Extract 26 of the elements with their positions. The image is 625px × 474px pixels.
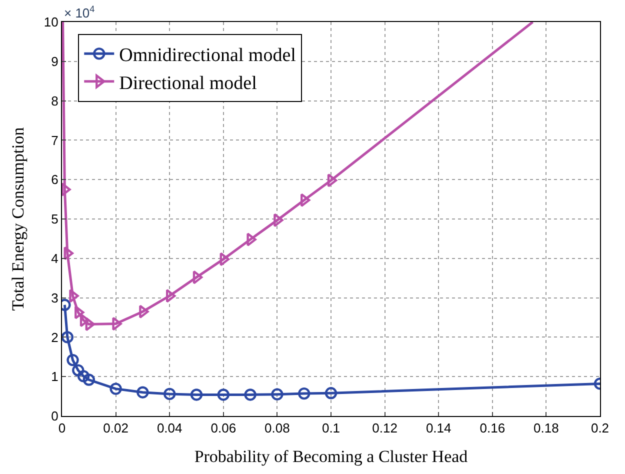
y-tick-label: 7 [51,132,58,148]
y-tick-label: 4 [51,250,58,266]
x-tick-label: 0.1 [322,420,340,436]
x-tick-label: 0.12 [372,420,398,436]
y-tick-label: 6 [51,172,58,188]
y-tick-label: 10 [44,14,58,30]
x-tick-label: 0.2 [590,420,610,436]
legend-label: Directional model [119,72,257,94]
legend-label: Omnidirectional model [119,45,296,66]
x-axis-title: Probability of Becoming a Cluster Head [194,447,468,466]
y-tick-label: 1 [51,369,58,384]
y-tick-label: 3 [51,290,58,306]
x-tick-label: 0.06 [210,420,236,436]
x-tick-label: 0.08 [264,420,290,436]
text: × 10$^{4}$ [64,4,95,20]
y-tick-label: 0 [51,408,58,424]
y-axis-title: Total Energy Consumption [8,126,28,311]
x-tick-label: 0.14 [426,420,452,436]
x-tick-label: 0.16 [480,420,506,436]
y-tick-label: 9 [51,54,58,69]
y-tick-label: 8 [51,93,58,108]
x-tick-label: 0.02 [103,420,128,436]
y-tick-label: 2 [51,330,58,345]
x-tick-label: 0.18 [534,420,559,436]
y-tick-label: 5 [51,212,58,227]
x-tick-label: 0.04 [156,420,182,436]
